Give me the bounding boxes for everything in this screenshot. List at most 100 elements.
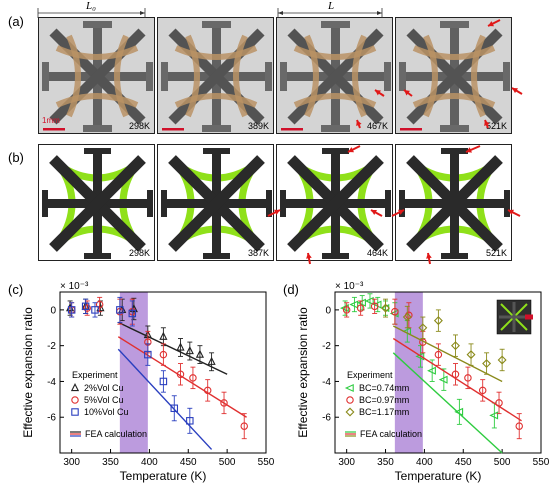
legend-label: 2%Vol Cu: [84, 383, 124, 393]
data-point: [482, 359, 492, 369]
panel-label-a: (a): [8, 14, 24, 29]
arrow-head: [404, 90, 410, 96]
legend-title: Experiment: [72, 370, 118, 380]
data-point: [466, 350, 476, 360]
lattice-photo-drawing: [39, 18, 154, 133]
arrow-head: [274, 209, 280, 215]
x-tick-label: 400: [141, 457, 158, 468]
x-tick-label: 500: [494, 457, 511, 468]
data-point: [402, 312, 412, 322]
lattice-photo: 389K: [157, 17, 274, 134]
y-tick-label: 0: [325, 305, 331, 316]
x-tick-label: 350: [377, 457, 394, 468]
temperature-label: 464K: [366, 248, 388, 258]
data-point: [95, 300, 104, 309]
data-point: [415, 352, 425, 361]
legend-marker: [70, 382, 80, 392]
data-point: [339, 304, 349, 313]
inset-lattice-icon: [496, 299, 533, 335]
lattice-photo-drawing: [277, 18, 392, 133]
data-point: [170, 404, 179, 413]
legend-marker: [346, 396, 354, 404]
lattice-simulation-drawing: [280, 148, 391, 259]
temperature-label: 467K: [366, 121, 388, 131]
y-tick-label: -4: [47, 377, 56, 388]
series-diamond: [381, 298, 507, 383]
arrow-head: [398, 209, 404, 215]
scale-bar-label: 1mm: [42, 116, 60, 125]
legend-marker: [345, 407, 355, 417]
arrow-head: [484, 120, 490, 126]
lattice-simulation: 387K: [157, 144, 274, 261]
dimension-markers: [37, 8, 383, 18]
lattice-simulation-drawing: [161, 148, 272, 259]
chart-d: 300 350 400 450 500 550 0 -2 -4 -6 × 10⁻³ Temperatu…: [296, 281, 550, 483]
data-point: [342, 306, 351, 314]
scale-bar: [43, 128, 65, 131]
data-point: [438, 375, 448, 384]
data-point: [176, 370, 185, 379]
legend-label: BC=1.17mm: [359, 407, 409, 417]
data-point: [83, 304, 91, 312]
plot-frame: [59, 291, 267, 454]
data-point: [356, 304, 365, 312]
y-tick-label: -2: [322, 341, 331, 352]
series-circle: [67, 296, 248, 440]
y-tick-label: -4: [322, 377, 331, 388]
temperature-label: 298K: [128, 121, 150, 131]
data-point: [203, 386, 212, 395]
data-point: [349, 300, 359, 309]
lattice-photo: 467K: [276, 17, 393, 134]
data-point: [495, 399, 503, 407]
x-tick-label: 400: [416, 457, 433, 468]
data-point: [67, 306, 76, 314]
panel-label-c: (c): [8, 282, 24, 297]
data-point: [91, 306, 99, 314]
fea-fit-line: [392, 337, 522, 422]
y-tick-label: -6: [322, 413, 331, 424]
data-point: [128, 309, 137, 318]
fea-fit-line: [118, 321, 228, 375]
y-axis-label: Effective expansion ratio: [296, 307, 310, 438]
data-point: [451, 341, 460, 351]
lattice-photo: 521K: [395, 17, 512, 134]
data-point: [427, 366, 436, 375]
lattice-photo-drawing: [396, 18, 511, 133]
lattice-simulation: 298K: [38, 144, 155, 261]
temperature-label: 298K: [128, 248, 150, 258]
lattice-photo: 298K 1mm: [38, 17, 155, 134]
data-point: [118, 304, 127, 314]
x-axis-label: Temperature (K): [395, 469, 482, 483]
arrow-head: [512, 88, 518, 94]
legend-label: BC=0.74mm: [359, 383, 409, 393]
scale-bar: [400, 128, 422, 131]
data-point: [159, 350, 168, 359]
x-tick-label: 450: [180, 457, 197, 468]
x-tick-label: 450: [455, 457, 472, 468]
deformation-arrows: [267, 19, 523, 265]
fea-fit-line: [392, 352, 503, 454]
legend-title: Experiment: [347, 370, 393, 380]
dimension-l: L: [328, 0, 335, 12]
data-point: [391, 307, 399, 316]
data-point: [159, 377, 168, 386]
legend-marker: [344, 383, 354, 393]
data-point: [478, 386, 487, 395]
x-tick-label: 550: [533, 457, 550, 468]
lattice-photo-drawing: [158, 18, 273, 133]
y-tick-label: -6: [47, 413, 56, 424]
y-tick-label: 0: [50, 305, 56, 316]
arrow-head: [488, 21, 494, 27]
data-point: [176, 342, 185, 351]
arrow-head: [375, 90, 381, 96]
data-point: [418, 323, 428, 333]
legend-marker: [71, 408, 79, 416]
arrow-head: [348, 147, 354, 153]
y-axis-label: Effective expansion ratio: [21, 307, 35, 438]
data-point: [159, 331, 168, 340]
legend-label: 10%Vol Cu: [84, 407, 129, 417]
legend-fea-label: FEA calculation: [85, 429, 147, 439]
data-point: [220, 399, 228, 407]
arrow-head: [356, 120, 362, 126]
data-point: [464, 374, 472, 382]
